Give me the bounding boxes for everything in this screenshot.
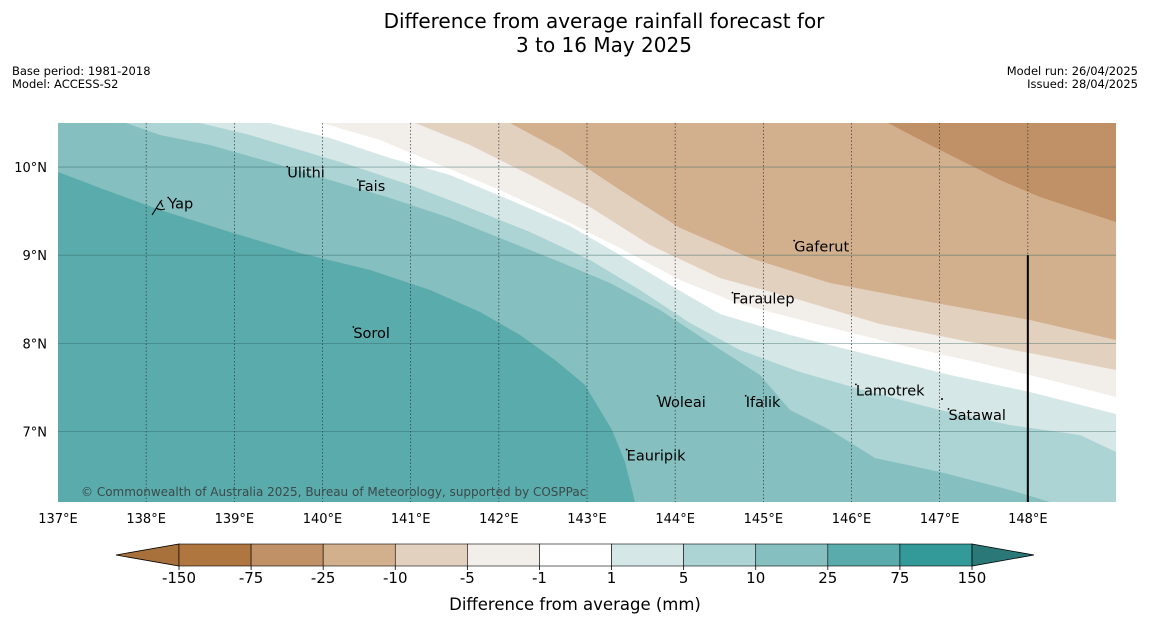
island-marker (793, 239, 796, 242)
model-name: Model: ACCESS-S2 (12, 77, 119, 91)
latitude-label: 7°N (23, 425, 48, 440)
island-marker (855, 383, 857, 386)
colorbar-swatch (539, 543, 612, 567)
place-label: Ifalik (746, 395, 781, 411)
copyright-notice: © Commonwealth of Australia 2025, Bureau… (81, 485, 586, 499)
longitude-label: 137°E (38, 512, 78, 527)
colorbar-swatch (394, 543, 468, 567)
latitude-labels: 7°N 8°N 9°N 10°N (14, 161, 47, 440)
place-label: Yap (167, 196, 193, 212)
base-period: Base period: 1981-2018 (12, 64, 151, 78)
place-labels: Yap Ulithi Fais Gaferut Faraulep Sorol Woleai I… (167, 166, 1006, 465)
colorbar-extend-high (971, 543, 1035, 567)
longitude-label: 145°E (744, 512, 784, 527)
latitude-label: 10°N (14, 161, 47, 176)
colorbar-tick-label: 10 (746, 569, 765, 587)
map-title: Difference from average rainfall forecas… (0, 9, 1150, 57)
island-marker (731, 291, 734, 294)
longitude-label: 148°E (1008, 512, 1048, 527)
colorbar-tick-label: -75 (239, 569, 264, 587)
title-line-2: 3 to 16 May 2025 (516, 33, 692, 57)
colorbar-swatch (683, 543, 757, 567)
island-marker (352, 326, 355, 328)
island-marker (286, 165, 289, 168)
place-label: Ulithi (287, 166, 325, 182)
island-marker (356, 178, 359, 181)
map-graticule (58, 123, 1116, 502)
island-marker (656, 394, 659, 397)
colorbar-tick-label: -5 (460, 569, 475, 587)
colorbar-swatch (755, 543, 829, 567)
place-label: Eauripik (627, 449, 686, 465)
longitude-label: 144°E (655, 512, 695, 527)
longitude-label: 143°E (567, 512, 607, 527)
colorbar-tick-label: 1 (607, 569, 617, 587)
colorbar-swatch (611, 543, 684, 567)
colorbar-swatch (827, 543, 901, 567)
colorbar-tick-label: -1 (532, 569, 547, 587)
island-marker (167, 196, 170, 199)
longitude-label: 138°E (126, 512, 166, 527)
issued-date: Issued: 28/04/2025 (1027, 77, 1138, 91)
colorbar: -150 -75 -25 -10 -5 -1 1 5 10 25 75 150 (115, 543, 1035, 587)
place-label: Lamotrek (856, 383, 925, 399)
island-marker (744, 394, 747, 397)
place-label: Sorol (353, 326, 390, 342)
place-label: Gaferut (794, 240, 849, 256)
latitude-label: 9°N (23, 249, 48, 264)
island-marker (625, 448, 628, 451)
colorbar-tick-label: -10 (383, 569, 408, 587)
colorbar-extend-low (115, 543, 180, 567)
model-run: Model run: 26/04/2025 (1006, 64, 1138, 78)
island-marker (947, 408, 950, 410)
colorbar-tick-label: -25 (311, 569, 336, 587)
colorbar-tick-label: -150 (162, 569, 196, 587)
meta-left: Base period: 1981-2018 Model: ACCESS-S2 (12, 65, 151, 91)
colorbar-tick-label: 5 (679, 569, 689, 587)
contour-band (58, 172, 635, 502)
longitude-label: 141°E (391, 512, 431, 527)
latitude-label: 8°N (23, 337, 48, 352)
title-line-1: Difference from average rainfall forecas… (383, 9, 825, 33)
longitude-label: 142°E (479, 512, 519, 527)
colorbar-swatch (250, 543, 324, 567)
colorbar-swatch (322, 543, 396, 567)
colorbar-tick-label: 75 (890, 569, 909, 587)
longitude-labels: 137°E 138°E 139°E 140°E 141°E 142°E 143°E 144°E… (38, 512, 1047, 527)
meta-right: Model run: 26/04/2025 Issued: 28/04/2025 (1007, 65, 1138, 91)
longitude-label: 146°E (832, 512, 872, 527)
longitude-label: 140°E (303, 512, 343, 527)
colorbar-swatch (467, 543, 540, 567)
yap-island-outline (151, 199, 166, 216)
colorbar-swatch (178, 543, 252, 567)
place-label: Woleai (658, 395, 706, 411)
colorbar-swatch (899, 543, 973, 567)
island-marker (941, 398, 943, 400)
colorbar-tick-label: 150 (958, 569, 987, 587)
place-label: Satawal (948, 408, 1005, 424)
colorbar-tick-label: 25 (818, 569, 837, 587)
longitude-label: 147°E (920, 512, 960, 527)
colorbar-label: Difference from average (mm) (449, 595, 701, 614)
place-label: Faraulep (732, 292, 794, 308)
place-label: Fais (358, 179, 385, 195)
longitude-label: 139°E (215, 512, 255, 527)
